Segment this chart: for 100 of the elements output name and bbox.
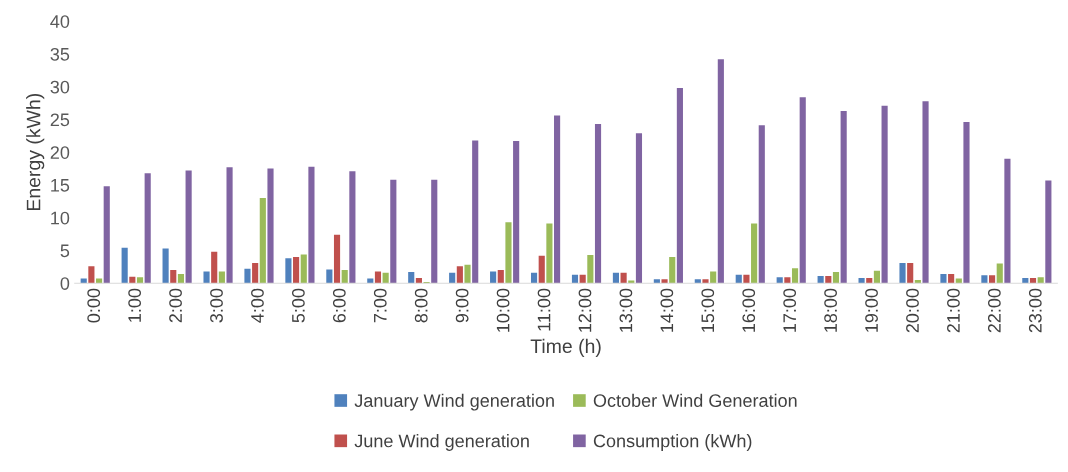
bar: [203, 271, 210, 284]
bar: [735, 274, 742, 284]
bar: [981, 275, 988, 284]
x-tick-label: 20:00: [906, 288, 919, 333]
bar: [799, 97, 806, 284]
bar: [293, 257, 300, 284]
bar: [1004, 158, 1011, 284]
y-tick-label: 5: [60, 244, 70, 258]
bar: [464, 264, 471, 284]
bar: [579, 274, 586, 284]
y-tick-label: 40: [50, 15, 70, 28]
bar: [408, 272, 415, 284]
bar: [922, 101, 929, 284]
x-tick-label: 4:00: [251, 288, 264, 323]
x-tick-label: 11:00: [537, 288, 551, 331]
bar: [308, 166, 315, 284]
bar: [940, 274, 947, 284]
bar: [374, 271, 382, 284]
bar: [653, 279, 660, 284]
x-tick-label: 15:00: [701, 288, 715, 332]
bar: [185, 170, 192, 284]
bar: [1022, 277, 1029, 284]
bar: [743, 274, 750, 284]
x-axis-title: Time (h): [530, 338, 601, 357]
bar: [244, 268, 251, 284]
bar: [873, 270, 880, 284]
bar: [669, 257, 676, 284]
x-tick-label: 10:00: [496, 288, 510, 332]
bar: [989, 275, 996, 284]
bar: [620, 272, 627, 284]
bar: [612, 272, 620, 284]
x-tick-label: 3:00: [210, 288, 223, 323]
x-tick-label: 6:00: [332, 288, 346, 323]
bar: [907, 262, 914, 284]
bar: [490, 271, 497, 284]
bar: [88, 266, 95, 284]
bar: [103, 186, 110, 284]
bar: [144, 173, 151, 284]
x-tick-label: 0:00: [87, 288, 101, 323]
bar: [121, 247, 128, 284]
bar: [948, 274, 955, 284]
bar: [497, 270, 504, 284]
y-tick-label: 10: [51, 211, 70, 225]
x-tick-label: 19:00: [865, 288, 878, 332]
y-tick-label: 20: [50, 146, 70, 159]
x-tick-label: 5:00: [291, 288, 305, 323]
x-tick-label: 14:00: [660, 288, 674, 332]
bar: [431, 179, 438, 284]
bar: [449, 272, 456, 284]
bar: [226, 167, 233, 284]
bar: [333, 234, 341, 284]
bar: [571, 274, 579, 284]
bar: [390, 179, 397, 284]
bar: [170, 270, 177, 284]
bar: [702, 279, 709, 284]
bar: [326, 269, 333, 284]
bar: [661, 279, 668, 284]
y-tick-label: 35: [50, 47, 70, 61]
bar: [1045, 180, 1052, 284]
bar: [858, 277, 865, 284]
x-tick-label: 13:00: [619, 288, 633, 332]
bar: [267, 168, 274, 284]
bar: [300, 254, 307, 284]
bar: [832, 272, 840, 284]
bar: [587, 255, 594, 284]
y-tick-label: 25: [50, 113, 70, 127]
x-tick-label: 9:00: [455, 288, 469, 323]
bar: [456, 266, 463, 284]
bar: [505, 222, 512, 284]
bar: [530, 272, 538, 284]
x-tick-label: 12:00: [578, 288, 592, 332]
x-tick-label: 7:00: [373, 288, 387, 323]
bar: [791, 268, 799, 284]
x-tick-label: 23:00: [1028, 288, 1042, 333]
bar: [963, 122, 970, 284]
bar: [546, 223, 553, 284]
bar: [162, 248, 169, 284]
legend-label: October Wind Generation: [593, 393, 797, 408]
bar: [635, 133, 643, 284]
bar: [415, 277, 422, 284]
x-tick-label: 2:00: [169, 288, 182, 323]
bar: [177, 274, 185, 284]
x-tick-label: 18:00: [824, 288, 837, 332]
bar: [758, 125, 765, 284]
y-tick-label: 15: [51, 179, 70, 192]
x-tick-label: 16:00: [742, 288, 756, 332]
bar: [472, 140, 479, 284]
legend-label: January Wind generation: [354, 393, 554, 411]
bar: [1029, 277, 1037, 284]
bar: [881, 105, 888, 284]
bar: [694, 279, 701, 284]
bar: [129, 276, 136, 284]
legend-label: Consumption (kWh): [593, 434, 752, 451]
bar: [996, 263, 1003, 284]
x-tick-label: 8:00: [414, 288, 428, 323]
bar: [218, 271, 225, 284]
bar: [538, 255, 545, 284]
bar: [784, 277, 791, 284]
y-tick-label: 30: [50, 80, 70, 94]
bar: [899, 262, 906, 284]
